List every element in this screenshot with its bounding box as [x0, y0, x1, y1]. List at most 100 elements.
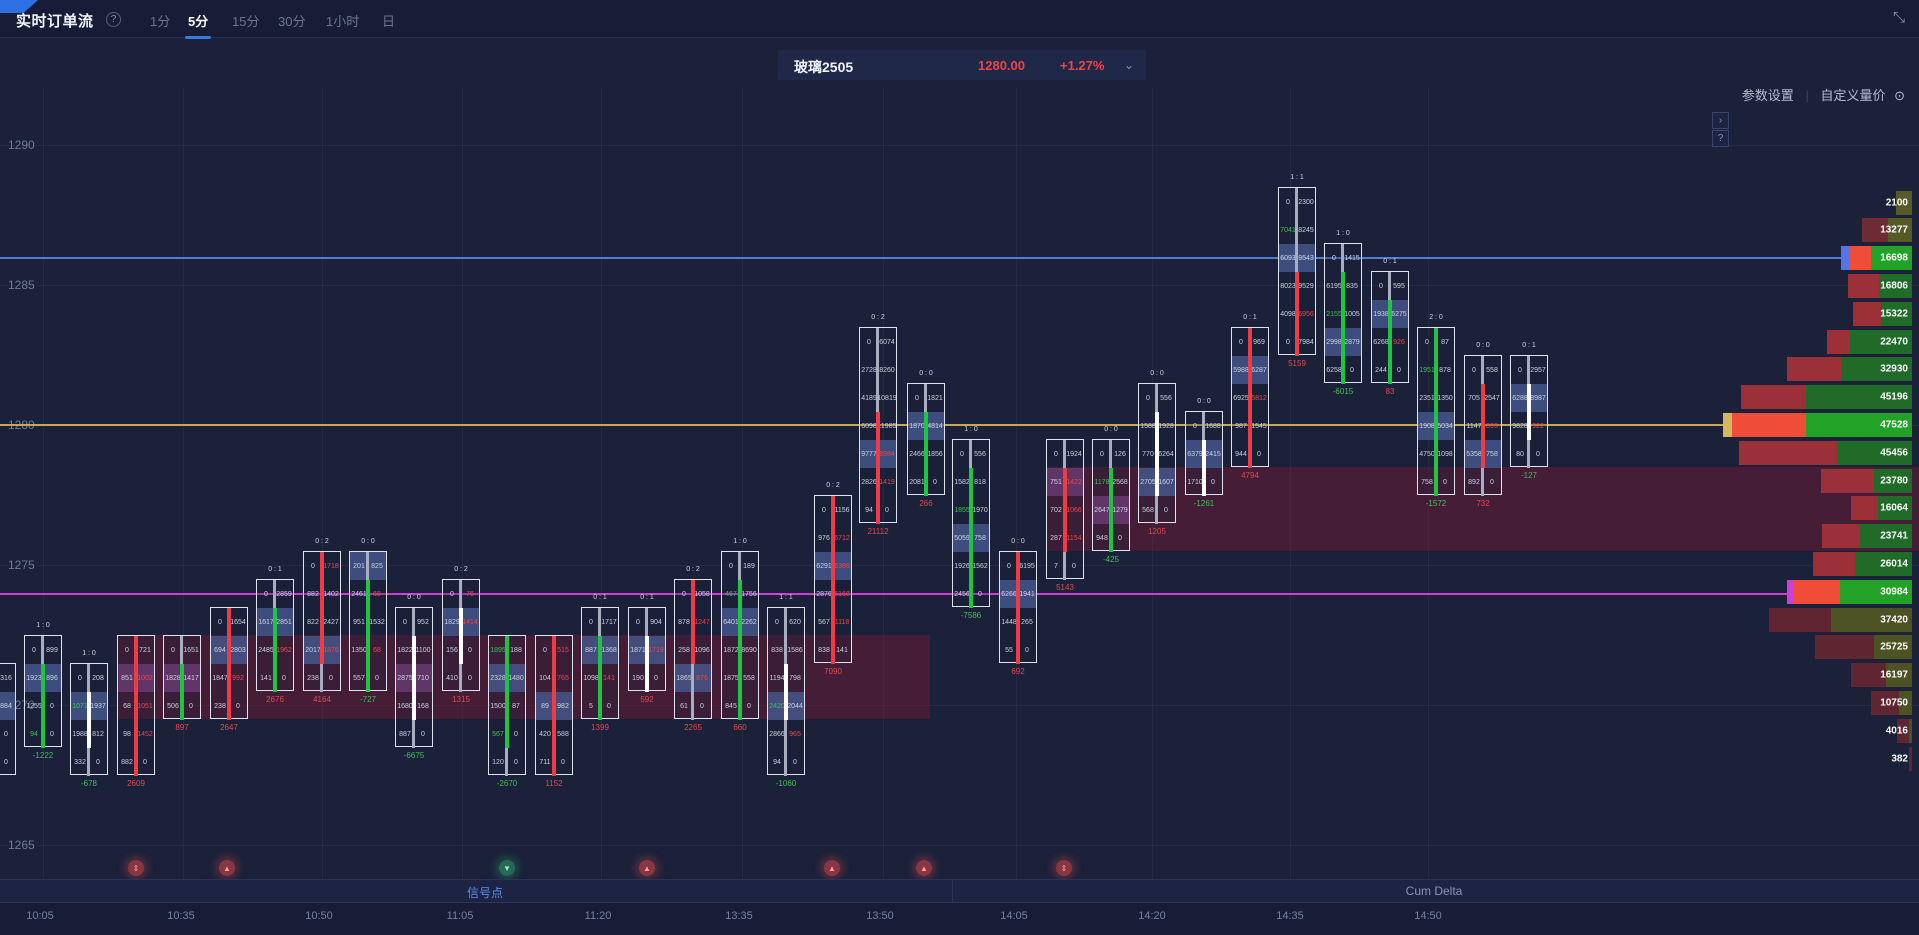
- bid-cell[interactable]: 6291: [816, 562, 832, 570]
- footprint-row[interactable]: 2485 1962: [257, 636, 293, 664]
- bid-cell[interactable]: 1951: [1419, 366, 1435, 374]
- ask-cell[interactable]: 798: [789, 674, 801, 682]
- ask-cell[interactable]: 982: [557, 702, 569, 710]
- sell-volume-segment[interactable]: [1732, 413, 1806, 437]
- ask-cell[interactable]: 710: [417, 674, 429, 682]
- candle-body[interactable]: [923, 412, 928, 496]
- ask-cell[interactable]: 0: [468, 674, 472, 682]
- sell-volume-segment[interactable]: [1909, 746, 1912, 771]
- delta-label[interactable]: -6015: [1332, 387, 1354, 396]
- buy-volume-segment[interactable]: [1878, 496, 1912, 521]
- volume-profile-bar[interactable]: 13277: [1862, 218, 1912, 243]
- volume-profile-bar[interactable]: 25725: [1815, 635, 1912, 660]
- bid-cell[interactable]: 201: [353, 562, 365, 570]
- ask-cell[interactable]: 0: [1072, 562, 1076, 570]
- ask-cell[interactable]: 8690: [741, 646, 757, 654]
- footprint-candle[interactable]: 0 1717 887 1368 1098 141 5 0: [581, 607, 619, 720]
- footprint-row[interactable]: 7041 8245: [1279, 216, 1315, 244]
- gear-icon[interactable]: ⊙: [1894, 88, 1905, 103]
- ask-cell[interactable]: 721: [139, 646, 151, 654]
- ask-cell[interactable]: 1545: [1251, 422, 1267, 430]
- profile-value-label[interactable]: 16197: [1880, 669, 1908, 681]
- bid-cell[interactable]: 94: [30, 730, 38, 738]
- footprint-row[interactable]: 758 0: [1418, 468, 1454, 496]
- ask-cell[interactable]: 0: [4, 758, 8, 766]
- ask-cell[interactable]: 595: [1393, 282, 1405, 290]
- lower-price-line[interactable]: [0, 593, 1790, 595]
- ask-cell[interactable]: 0: [50, 702, 54, 710]
- delta-label[interactable]: -6675: [403, 751, 425, 760]
- candle-body[interactable]: [1015, 552, 1020, 664]
- footprint-row[interactable]: 410 0: [443, 664, 479, 692]
- ask-cell[interactable]: 765: [557, 674, 569, 682]
- footprint-row[interactable]: 94 0: [25, 720, 61, 748]
- ask-cell[interactable]: 11985: [877, 422, 897, 430]
- ask-cell[interactable]: 926: [1393, 338, 1405, 346]
- bid-cell[interactable]: 0: [1518, 366, 1522, 374]
- footprint-row[interactable]: 238 0: [304, 664, 340, 692]
- ask-cell[interactable]: 1156: [834, 506, 850, 514]
- imbalance-ratio-label[interactable]: 0 : 1: [268, 566, 282, 573]
- imbalance-ratio-label[interactable]: 0 : 2: [871, 314, 885, 321]
- bid-cell[interactable]: 244: [1375, 366, 1387, 374]
- footprint-row[interactable]: 878 1247: [675, 608, 711, 636]
- volume-profile-bar[interactable]: 32930: [1787, 357, 1912, 382]
- footprint-row[interactable]: 567 1118: [815, 608, 851, 636]
- cumdelta-panel-header[interactable]: Cum Delta: [1405, 884, 1463, 898]
- ask-cell[interactable]: 189: [743, 562, 755, 570]
- ask-cell[interactable]: 1876: [323, 646, 339, 654]
- footprint-candle[interactable]: 1895 188 2328 1480 1500 87 567 0 120 0: [488, 635, 526, 776]
- bid-cell[interactable]: 878: [678, 618, 690, 626]
- bid-cell[interactable]: 0: [1472, 366, 1476, 374]
- bid-cell[interactable]: 6258: [1326, 366, 1342, 374]
- imbalance-ratio-label[interactable]: 0 : 0: [1197, 398, 1211, 405]
- gridline[interactable]: [0, 565, 1919, 566]
- bid-cell[interactable]: 987: [1235, 422, 1247, 430]
- sell-volume-segment[interactable]: [1822, 524, 1860, 549]
- ask-cell[interactable]: 1051: [137, 702, 153, 710]
- imbalance-ratio-label[interactable]: 0 : 0: [1011, 538, 1025, 545]
- bid-cell[interactable]: 567: [492, 730, 504, 738]
- footprint-row[interactable]: 0 1821: [908, 384, 944, 412]
- footprint-row[interactable]: 0 556: [1139, 384, 1175, 412]
- bid-cell[interactable]: 0: [636, 618, 640, 626]
- ask-cell[interactable]: 1562: [972, 562, 988, 570]
- bid-cell[interactable]: 0: [1146, 394, 1150, 402]
- imbalance-ratio-label[interactable]: 1 : 0: [964, 426, 978, 433]
- bid-cell[interactable]: 0: [450, 590, 454, 598]
- chart-help-button[interactable]: ?: [1712, 130, 1729, 147]
- footprint-row[interactable]: 1448 265: [1000, 608, 1036, 636]
- bid-cell[interactable]: 882: [121, 758, 133, 766]
- delta-label[interactable]: -678: [80, 779, 98, 788]
- ask-cell[interactable]: 2803: [230, 646, 246, 654]
- footprint-row[interactable]: 0 1058: [675, 580, 711, 608]
- gridline[interactable]: [462, 88, 463, 903]
- bid-cell[interactable]: 2647: [1094, 506, 1110, 514]
- profile-value-label[interactable]: 15322: [1880, 308, 1908, 320]
- bid-cell[interactable]: 0: [1239, 338, 1243, 346]
- delta-label[interactable]: 1315: [452, 695, 470, 704]
- delta-label[interactable]: -1222: [32, 751, 54, 760]
- bid-cell[interactable]: 9777: [861, 450, 877, 458]
- footprint-row[interactable]: 892 0: [1465, 468, 1501, 496]
- bid-cell[interactable]: 190: [632, 674, 644, 682]
- ask-cell[interactable]: 0: [189, 702, 193, 710]
- footprint-row[interactable]: 2456 0: [953, 580, 989, 608]
- footprint-row[interactable]: 4750 1098: [1418, 440, 1454, 468]
- ask-cell[interactable]: 1002: [137, 674, 153, 682]
- sell-volume-segment[interactable]: [1827, 329, 1850, 354]
- imbalance-ratio-label[interactable]: 0 : 1: [1522, 342, 1536, 349]
- footprint-row[interactable]: 4189 10819: [860, 384, 897, 412]
- footprint-candle[interactable]: 0 1058 878 1247 258 1096 1865 876 61 0: [674, 579, 712, 720]
- ask-cell[interactable]: 5812: [1251, 394, 1267, 402]
- footprint-row[interactable]: 948 0: [1093, 524, 1129, 552]
- gridline[interactable]: [0, 285, 1919, 286]
- imbalance-ratio-label[interactable]: 2 : 0: [1429, 314, 1443, 321]
- bid-cell[interactable]: 1194: [769, 674, 785, 682]
- volume-profile-bar[interactable]: 26014: [1813, 552, 1912, 576]
- ask-cell[interactable]: 2547: [1484, 394, 1500, 402]
- ask-cell[interactable]: 0: [1211, 478, 1215, 486]
- gridline[interactable]: [0, 705, 1919, 706]
- ask-cell[interactable]: 1279: [1112, 506, 1128, 514]
- ask-cell[interactable]: 168: [417, 702, 429, 710]
